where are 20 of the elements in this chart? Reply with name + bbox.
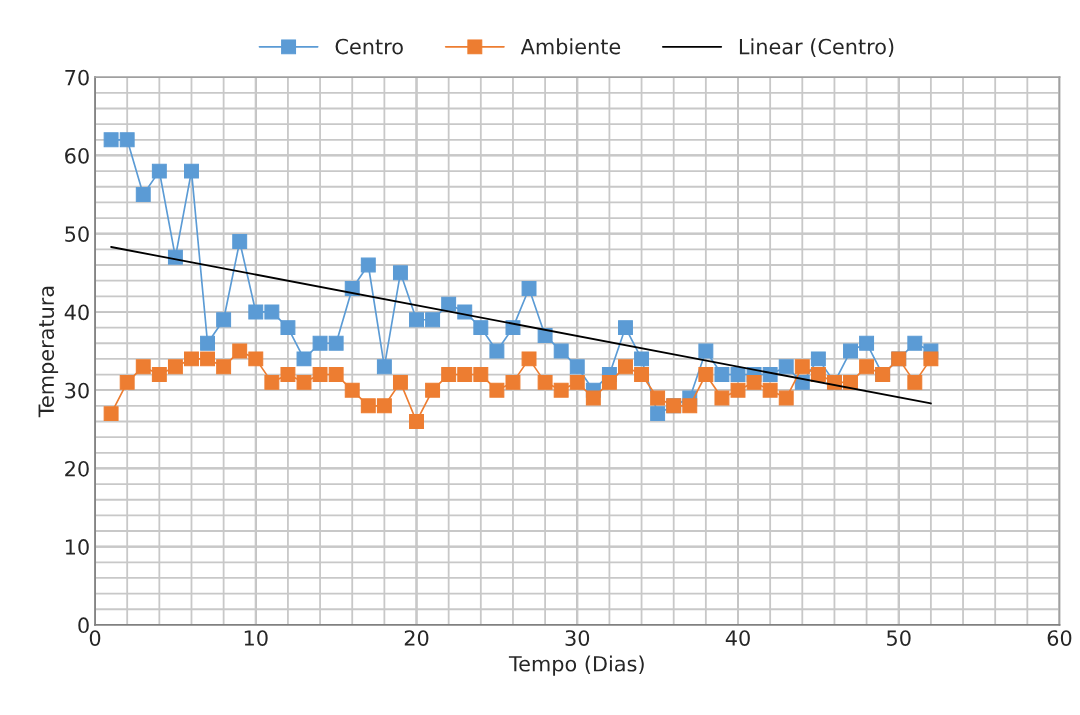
y-tick-label: 60 <box>65 147 89 164</box>
x-tick-label: 50 <box>887 630 911 646</box>
y-tick-label: 30 <box>65 382 89 399</box>
y-tick-label: 10 <box>65 539 89 555</box>
x-tick-label: 60 <box>1047 630 1072 646</box>
x-tick-label: 0 <box>89 630 101 646</box>
legend-label: Linear (Centro) <box>739 38 894 57</box>
x-tick-label: 10 <box>244 630 268 646</box>
x-tick-label: 40 <box>725 630 750 646</box>
y-tick-label: 40 <box>64 304 89 321</box>
y-axis-title: Temperatura <box>38 286 59 418</box>
x-tick-label: 30 <box>565 630 590 646</box>
x-axis-title: Tempo (Dias) <box>508 655 644 676</box>
y-tick-label: 50 <box>65 226 89 242</box>
x-tick-label: 20 <box>404 630 429 646</box>
legend-label: Centro <box>335 38 403 55</box>
y-tick-label: 0 <box>78 617 89 634</box>
legend-label: Ambiente <box>520 38 621 55</box>
y-tick-label: 70 <box>65 69 89 86</box>
y-tick-label: 20 <box>65 460 89 477</box>
